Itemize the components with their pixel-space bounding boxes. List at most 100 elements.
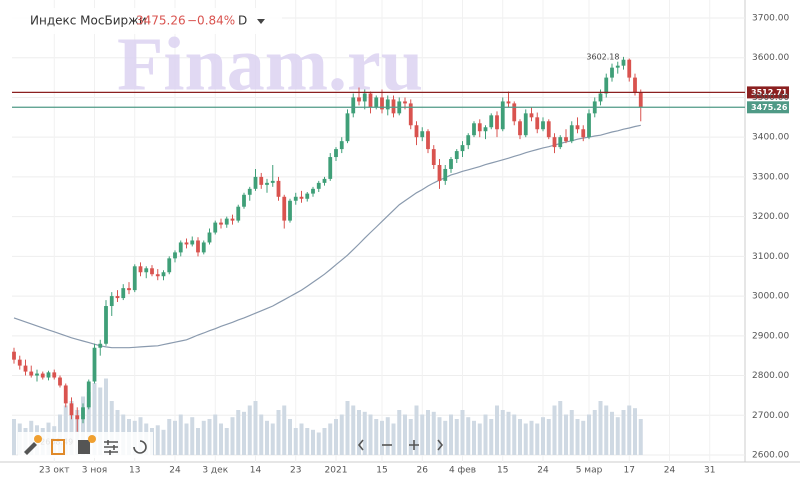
volume-bar [362, 411, 367, 455]
reset-tool[interactable] [133, 440, 147, 454]
price-label-box [747, 86, 789, 99]
indicator-tool[interactable] [51, 439, 65, 455]
candle-body [368, 93, 373, 108]
x-tick-label: 3 дек [202, 466, 228, 476]
candle-body [587, 113, 591, 138]
volume-bar [328, 423, 333, 455]
candle-body [311, 188, 315, 194]
y-tick-label: 3100.00 [752, 252, 789, 262]
volume-bar [385, 417, 390, 455]
volume-bar [104, 378, 108, 455]
x-tick-label: 24 [169, 466, 181, 476]
volume-bar [322, 428, 327, 455]
volume-bar [512, 414, 517, 455]
candle-body [230, 218, 235, 221]
candle-body [293, 196, 298, 201]
volume-bar [207, 419, 212, 455]
candle-body [443, 168, 448, 181]
draw-tool[interactable] [24, 442, 37, 455]
candle-body [604, 77, 609, 94]
candle-body [265, 182, 269, 185]
interval[interactable]: D [238, 14, 247, 28]
candle-body [328, 157, 333, 179]
candle-body [207, 232, 212, 243]
candle-body [575, 125, 580, 130]
candle-body [46, 372, 51, 378]
y-tick-label: 3300.00 [752, 172, 789, 182]
x-tick-label: 24 [664, 466, 676, 476]
candle-body [150, 268, 154, 275]
volume-bar [288, 419, 292, 455]
y-tick-label: 2700.00 [752, 411, 789, 421]
candle-body [610, 67, 614, 78]
candle-body [305, 193, 310, 199]
interval-dropdown[interactable] [257, 19, 265, 24]
y-tick-label: 3200.00 [752, 212, 789, 222]
volume-bar [213, 414, 218, 455]
candle-body [276, 180, 281, 197]
x-tick-label: 24 [537, 466, 549, 476]
candle-body [17, 359, 22, 366]
x-tick-label: 17 [624, 466, 635, 476]
x-tick-label: 23 [290, 466, 301, 476]
volume-bar [351, 405, 356, 455]
candle-body [35, 373, 39, 376]
candle-body [213, 222, 218, 233]
x-tick-label: 23 окт [39, 466, 70, 476]
candle-body [564, 137, 568, 142]
candle-body [219, 222, 223, 225]
x-tick-label: 5 мар [576, 466, 603, 476]
volume-bar [63, 405, 68, 455]
volume-bar [190, 417, 195, 455]
volume-bar [500, 410, 505, 455]
volume-bar [523, 423, 528, 455]
candle-body [414, 125, 419, 138]
y-tick-label: 3500.00 [752, 93, 789, 103]
volume-bar [604, 405, 609, 455]
x-tick-label: 2021 [325, 466, 348, 476]
candle-body [362, 93, 367, 102]
volume-bar [12, 419, 16, 455]
volume-bar [581, 420, 586, 455]
zoom-in[interactable] [409, 440, 419, 450]
candle-body [92, 347, 97, 382]
candle-body [339, 141, 344, 150]
candle-body [420, 131, 425, 138]
candle-body [633, 77, 637, 93]
volume-bar [466, 417, 471, 455]
volume-bar [196, 428, 200, 455]
volume-bar [627, 405, 632, 455]
settings-tool[interactable] [104, 440, 118, 455]
moving-average [13, 124, 641, 349]
candle-body [529, 113, 534, 118]
compare-tool[interactable] [78, 440, 90, 454]
volume-bar [592, 410, 597, 455]
volume-bar [230, 417, 235, 455]
candle-body [63, 385, 68, 404]
candle-body [167, 258, 172, 273]
candle-body [236, 206, 241, 221]
volume-bar [334, 419, 338, 455]
volume-bar [518, 419, 522, 455]
volume-bar [391, 423, 396, 455]
volume-bar [558, 401, 563, 455]
volume-bar [546, 419, 551, 455]
candle-body [408, 103, 413, 126]
volume-bar [259, 414, 264, 455]
x-tick-label: 4 фев [449, 466, 476, 476]
candle-body [86, 381, 91, 408]
candle-body [121, 288, 126, 299]
candle-body [196, 240, 200, 253]
header-box [12, 8, 282, 34]
volume-bar [575, 419, 580, 455]
y-tick-label: 2800.00 [752, 371, 789, 381]
candle-body [253, 176, 258, 189]
volume-bar [408, 419, 413, 455]
scroll-left[interactable] [357, 439, 364, 451]
change: −0.84% [187, 14, 235, 28]
volume-bar [541, 417, 545, 455]
candle-body [477, 123, 482, 132]
candle-body [58, 377, 62, 386]
scroll-right[interactable] [437, 439, 444, 451]
